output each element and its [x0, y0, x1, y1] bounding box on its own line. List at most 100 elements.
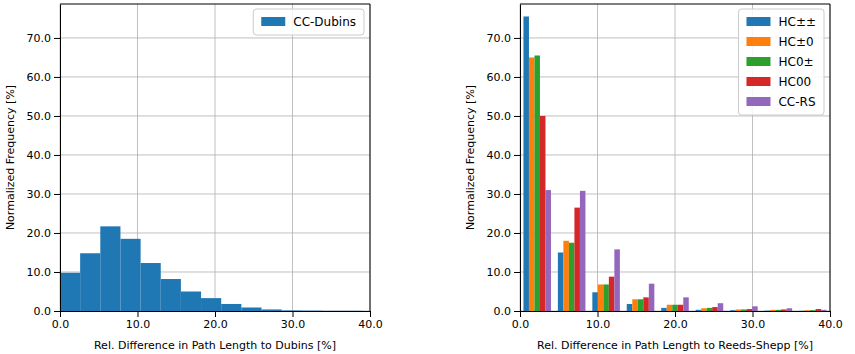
bar: [667, 305, 673, 311]
bar: [569, 243, 575, 311]
tick-mark: [54, 311, 60, 312]
tick-label: 20.0: [27, 227, 52, 240]
tick: 40.0: [487, 149, 521, 162]
grid-line: [60, 4, 61, 311]
bar: [574, 208, 580, 311]
bar: [563, 241, 569, 311]
tick: 60.0: [27, 71, 61, 84]
y-axis: 0.010.020.030.040.050.060.070.0: [27, 5, 61, 319]
legend-swatch: [261, 17, 285, 26]
tick-label: 30.0: [487, 188, 512, 201]
tick-label: 40.0: [27, 149, 52, 162]
tick-mark: [830, 311, 831, 317]
bar: [580, 191, 586, 311]
tick: 40.0: [818, 311, 843, 331]
bar: [603, 284, 609, 311]
bar: [201, 298, 221, 311]
tick: 40.0: [358, 311, 383, 331]
grid-line: [520, 154, 830, 155]
bar: [741, 309, 747, 311]
bar: [342, 310, 362, 311]
frame: [520, 4, 830, 5]
axis-line: [60, 5, 61, 312]
tick-label: 20.0: [487, 227, 512, 240]
tick-label: 0.0: [494, 305, 512, 318]
bar: [60, 273, 80, 311]
tick: 0.0: [52, 311, 70, 331]
tick-mark: [514, 155, 520, 156]
x-axis: 0.010.020.030.040.0: [52, 311, 383, 331]
bar: [80, 253, 100, 311]
frame: [60, 4, 370, 5]
grid-line: [60, 154, 370, 155]
bar: [730, 310, 736, 311]
tick-mark: [54, 233, 60, 234]
bar: [672, 305, 678, 311]
legend: CC-Dubins: [253, 9, 364, 35]
tick: 60.0: [487, 71, 521, 84]
tick-label: 20.0: [663, 318, 688, 331]
bar: [770, 310, 776, 311]
bar: [816, 309, 822, 311]
frame: [370, 4, 371, 311]
bar: [776, 310, 782, 311]
tick-mark: [514, 77, 520, 78]
bar: [627, 304, 633, 311]
grid-line: [675, 4, 676, 311]
tick: 0.0: [512, 311, 530, 331]
legend: HC±±HC±0HC0±HC00CC-RS: [738, 9, 824, 115]
tick: 0.0: [494, 305, 521, 318]
panel: 0.0 10.0 20.0 30.0 40.0 0.0 10.0 20.0 30.0 40.0 50…: [464, 4, 843, 352]
grid-line: [597, 4, 598, 311]
bar: [661, 308, 667, 311]
tick-label: 10.0: [586, 318, 611, 331]
tick: 20.0: [27, 227, 61, 240]
tick-label: 0.0: [34, 305, 52, 318]
tick-mark: [54, 155, 60, 156]
grid-line: [60, 193, 370, 194]
bar: [765, 310, 771, 311]
tick: 0.0: [34, 305, 61, 318]
bars: [523, 16, 826, 311]
grid: [60, 4, 370, 311]
axis-line: [520, 5, 521, 312]
tick: 70.0: [27, 32, 61, 45]
grid-line: [520, 115, 830, 116]
tick-mark: [60, 311, 61, 317]
bar: [322, 310, 342, 311]
bar: [638, 299, 644, 311]
tick: 50.0: [487, 110, 521, 123]
bar: [529, 57, 535, 311]
bar: [181, 291, 201, 311]
bar: [683, 297, 689, 311]
tick: 20.0: [663, 311, 688, 331]
tick-mark: [514, 233, 520, 234]
grid-line: [60, 115, 370, 116]
grid-line: [60, 76, 370, 77]
tick-label: 50.0: [487, 110, 512, 123]
bar: [701, 308, 707, 311]
bar: [810, 310, 816, 311]
bar: [241, 307, 261, 311]
tick-mark: [54, 272, 60, 273]
tick: 10.0: [487, 266, 521, 279]
tick-label: 70.0: [487, 32, 512, 45]
grid-line: [520, 193, 830, 194]
panel: 0.010.020.030.040.00.010.020.030.040.050…: [4, 4, 383, 352]
tick-label: 30.0: [741, 318, 766, 331]
legend-swatch: [746, 17, 770, 26]
legend-label: HC00: [778, 75, 811, 89]
bar: [609, 277, 615, 311]
legend-swatch: [746, 77, 770, 86]
tick-mark: [293, 311, 294, 317]
tick-mark: [514, 272, 520, 273]
grid-line: [520, 232, 830, 233]
bar: [282, 310, 302, 311]
grid: [520, 4, 830, 311]
x-axis-title: Rel. Difference in Path Length to Dubins…: [94, 339, 336, 352]
frame: [830, 4, 831, 311]
tick: 50.0: [27, 110, 61, 123]
tick: 30.0: [741, 311, 766, 331]
tick-label: 40.0: [358, 318, 383, 331]
tick-label: 20.0: [203, 318, 228, 331]
